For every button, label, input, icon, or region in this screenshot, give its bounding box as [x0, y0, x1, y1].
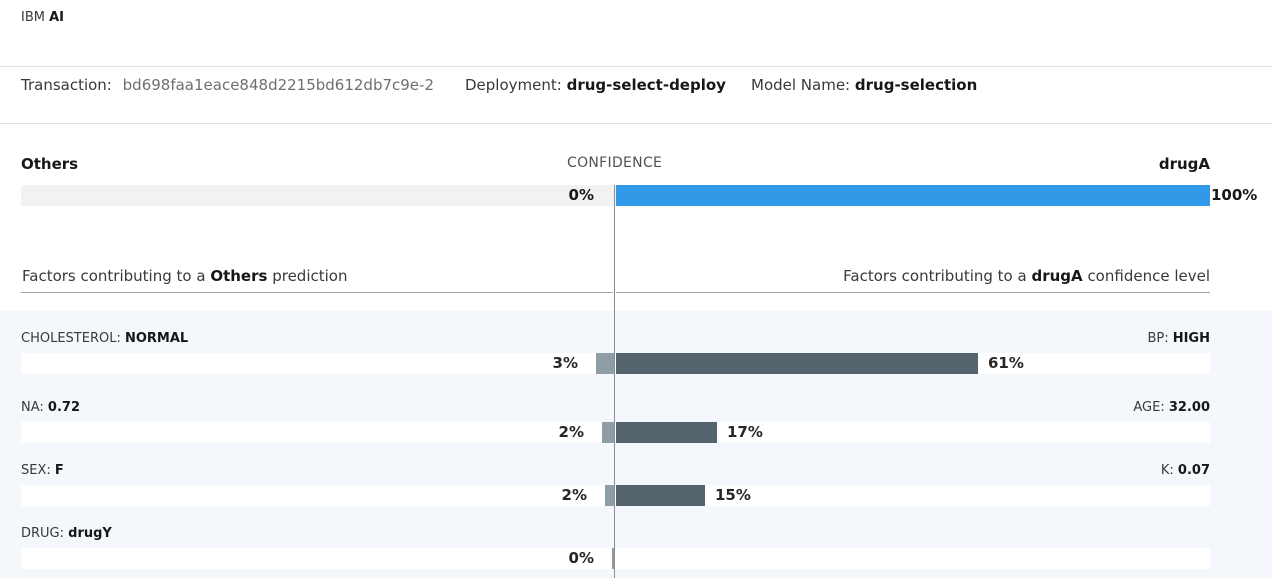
factor-left-label: NA: 0.72 [21, 400, 80, 415]
factors-left-class: Others [210, 267, 268, 285]
model-label: Model Name: [751, 76, 851, 94]
factor-left-percent: 0% [568, 549, 594, 567]
factor-left-value: NORMAL [124, 331, 189, 346]
factor-right-name: K: [1160, 463, 1174, 478]
factor-bar-right [616, 353, 978, 374]
factor-track [21, 548, 1210, 569]
factor-left-name: DRUG: [21, 526, 65, 541]
factor-right-value: 32.00 [1168, 400, 1210, 415]
factor-right-percent: 17% [727, 423, 763, 441]
factors-right-underline [616, 292, 1210, 293]
factors-left-prefix: Factors contributing to a [22, 267, 206, 285]
factor-left-percent: 3% [552, 354, 578, 372]
factor-left-value: drugY [68, 526, 112, 541]
model-name: drug-selection [854, 76, 978, 94]
confidence-right-percent: 100% [1211, 186, 1258, 204]
factor-left-value: F [54, 463, 64, 478]
factor-left-label: SEX: F [21, 463, 64, 478]
factor-left-name: NA: [21, 400, 44, 415]
meta-divider [0, 123, 1272, 124]
transaction-info: Transaction: bd698faa1eace848d2215bd612d… [21, 76, 434, 94]
brand-logo: IBM AI [21, 10, 64, 25]
deployment-name: drug-select-deploy [566, 76, 726, 94]
factor-left-name: CHOLESTEROL: [21, 331, 121, 346]
brand-bold: AI [49, 10, 65, 25]
factor-bar-right [616, 485, 705, 506]
brand-prefix: IBM [21, 10, 45, 25]
factor-left-label: CHOLESTEROL: NORMAL [21, 331, 188, 346]
confidence-left-percent: 0% [568, 186, 594, 204]
center-axis [614, 185, 615, 578]
deployment-info: Deployment: drug-select-deploy [465, 76, 726, 94]
model-info: Model Name: drug-selection [751, 76, 977, 94]
factor-bar-left [612, 548, 614, 569]
factors-left-underline [21, 292, 613, 293]
factor-right-name: BP: [1147, 331, 1169, 346]
factor-bar-left [605, 485, 614, 506]
factor-right-value: HIGH [1172, 331, 1210, 346]
factor-bar-left [596, 353, 614, 374]
transaction-id: bd698faa1eace848d2215bd612db7c9e-2 [122, 76, 434, 94]
factor-track [21, 485, 1210, 506]
transaction-label: Transaction: [21, 76, 112, 94]
factor-right-label: BP: HIGH [1147, 331, 1210, 346]
factor-left-label: DRUG: drugY [21, 526, 112, 541]
factors-right-heading: Factors contributing to a drugA confiden… [843, 267, 1210, 285]
confidence-bar-druga [616, 185, 1210, 206]
confidence-right-class: drugA [1158, 155, 1210, 173]
factor-right-label: K: 0.07 [1161, 463, 1210, 478]
factors-left-heading: Factors contributing to a Others predict… [22, 267, 347, 285]
factors-right-prefix: Factors contributing to a [843, 267, 1027, 285]
factors-left-suffix: prediction [272, 267, 348, 285]
factor-right-label: AGE: 32.00 [1133, 400, 1210, 415]
factor-right-value: 0.07 [1177, 463, 1210, 478]
factor-right-percent: 15% [715, 486, 751, 504]
factor-left-percent: 2% [561, 486, 587, 504]
factors-right-class: drugA [1031, 267, 1083, 285]
factors-panel [0, 311, 1272, 578]
factor-left-name: SEX: [21, 463, 51, 478]
factor-track [21, 422, 1210, 443]
factor-right-percent: 61% [988, 354, 1024, 372]
header-divider [0, 66, 1272, 67]
deployment-label: Deployment: [465, 76, 562, 94]
confidence-left-class: Others [21, 155, 79, 173]
confidence-title: CONFIDENCE [567, 155, 663, 171]
factor-right-name: AGE: [1133, 400, 1165, 415]
factor-bar-left [602, 422, 614, 443]
factor-bar-right [616, 422, 717, 443]
factor-left-value: 0.72 [47, 400, 80, 415]
factors-right-suffix: confidence level [1087, 267, 1210, 285]
factor-left-percent: 2% [558, 423, 584, 441]
